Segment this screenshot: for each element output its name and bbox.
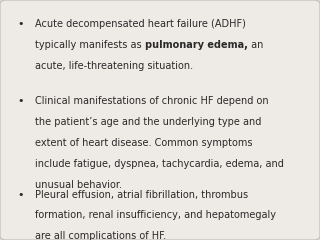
Text: are all complications of HF.: are all complications of HF. [35,231,166,240]
Text: pulmonary edema,: pulmonary edema, [145,40,248,50]
Text: extent of heart disease. Common symptoms: extent of heart disease. Common symptoms [35,138,253,148]
Text: Clinical manifestations of chronic HF depend on: Clinical manifestations of chronic HF de… [35,96,269,106]
Text: •: • [18,19,24,29]
Text: Acute decompensated heart failure (ADHF): Acute decompensated heart failure (ADHF) [35,19,246,29]
Text: unusual behavior.: unusual behavior. [35,180,122,190]
Text: include fatigue, dyspnea, tachycardia, edema, and: include fatigue, dyspnea, tachycardia, e… [35,159,284,169]
Text: the patient’s age and the underlying type and: the patient’s age and the underlying typ… [35,117,261,127]
Text: •: • [18,190,24,200]
Text: typically manifests as: typically manifests as [35,40,145,50]
Text: an: an [248,40,263,50]
Text: •: • [18,96,24,106]
Text: Pleural effusion, atrial fibrillation, thrombus: Pleural effusion, atrial fibrillation, t… [35,190,248,200]
Text: acute, life-threatening situation.: acute, life-threatening situation. [35,61,193,71]
Text: formation, renal insufficiency, and hepatomegaly: formation, renal insufficiency, and hepa… [35,210,276,221]
